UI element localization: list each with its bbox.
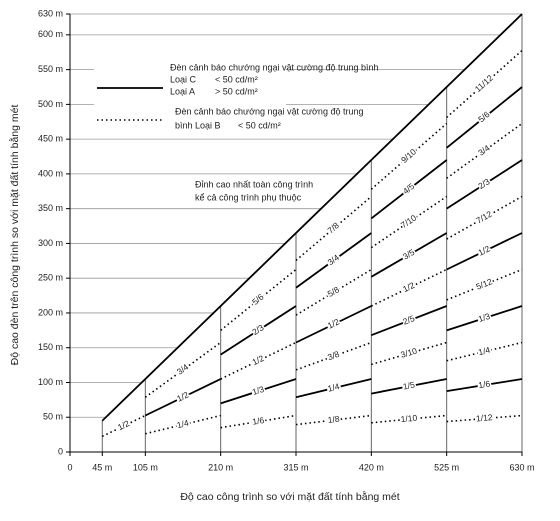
line [295, 305, 372, 344]
line [144, 341, 222, 398]
line [295, 195, 372, 261]
line [446, 305, 523, 332]
line [446, 159, 523, 210]
x-tick-label: 420 m [359, 462, 384, 472]
line [370, 268, 448, 307]
line-label: 1/6 [252, 415, 266, 427]
line [144, 378, 222, 417]
line [446, 268, 523, 301]
line-label: 1/6 [478, 378, 492, 390]
x-tick-label: 105 m [133, 462, 158, 472]
line [371, 414, 447, 424]
legend-background [94, 58, 286, 134]
line-label: 1/8 [327, 414, 340, 425]
x-tick-label: 45 m [92, 462, 112, 472]
line [295, 378, 372, 399]
legend-title: Đèn cảnh báo chướng ngại vật cường độ tr… [170, 62, 379, 72]
y-tick-label: 630 m [38, 8, 63, 18]
y-tick-label: 500 m [38, 99, 63, 109]
y-tick-label: 250 m [38, 273, 63, 283]
y-tick-label: 100 m [38, 377, 63, 387]
line [295, 414, 372, 426]
envelope-line [101, 13, 523, 422]
y-tick-label: 0 [58, 446, 63, 456]
line-label: 1/4 [327, 381, 341, 394]
legend-label: < 50 cd/m² [238, 120, 281, 130]
line [446, 232, 523, 271]
line [370, 195, 448, 249]
x-tick-label: 0 [67, 462, 72, 472]
line [220, 305, 297, 356]
line [220, 378, 297, 405]
y-tick-label: 600 m [38, 29, 63, 39]
line [370, 122, 448, 190]
y-tick-label: 50 m [43, 412, 63, 422]
line [370, 232, 448, 278]
y-tick-label: 300 m [38, 238, 63, 248]
line [446, 195, 523, 240]
line [220, 414, 297, 429]
legend-label: < 50 cd/m² [215, 74, 258, 84]
y-tick-label: 350 m [38, 203, 63, 213]
line [371, 378, 447, 395]
x-axis-title: Độ cao công trình so với mặt đất tính bằ… [180, 490, 399, 503]
line [220, 341, 297, 380]
annotation: Đỉnh cao nhất toàn công trình [195, 179, 313, 189]
y-tick-label: 400 m [38, 168, 63, 178]
y-tick-label: 450 m [38, 134, 63, 144]
line [446, 86, 523, 149]
y-tick-label: 200 m [38, 307, 63, 317]
x-tick-label: 630 m [509, 462, 534, 472]
legend-label: bình Loại B [175, 120, 221, 130]
line [446, 378, 523, 393]
line-label: 1/12 [476, 412, 494, 423]
y-axis-title: Độ cao đèn trên công trình so với mặt đấ… [8, 105, 21, 366]
line [295, 232, 372, 289]
annotation: kể cả công trình phụ thuộc [195, 192, 302, 202]
y-tick-label: 150 m [38, 342, 63, 352]
line-label: 1/5 [402, 379, 416, 391]
legend-title: Đèn cảnh báo chướng ngại vật cường độ tr… [175, 106, 363, 116]
line [446, 49, 523, 119]
line [101, 414, 146, 438]
line [371, 305, 447, 337]
line [295, 268, 372, 316]
y-tick-label: 550 m [38, 64, 63, 74]
x-tick-label: 210 m [208, 462, 233, 472]
line-label: 1/10 [400, 413, 418, 425]
x-tick-label: 525 m [434, 462, 459, 472]
line-label: 1/4 [477, 345, 491, 358]
annotation-background [192, 176, 322, 206]
line [446, 122, 523, 179]
legend-label: > 50 cd/m² [215, 86, 258, 96]
legend-label: Loại C [170, 74, 197, 84]
line [370, 159, 448, 220]
x-tick-label: 315 m [283, 462, 308, 472]
legend-label: Loại A [170, 86, 195, 96]
line-label: 1/4 [176, 418, 190, 431]
